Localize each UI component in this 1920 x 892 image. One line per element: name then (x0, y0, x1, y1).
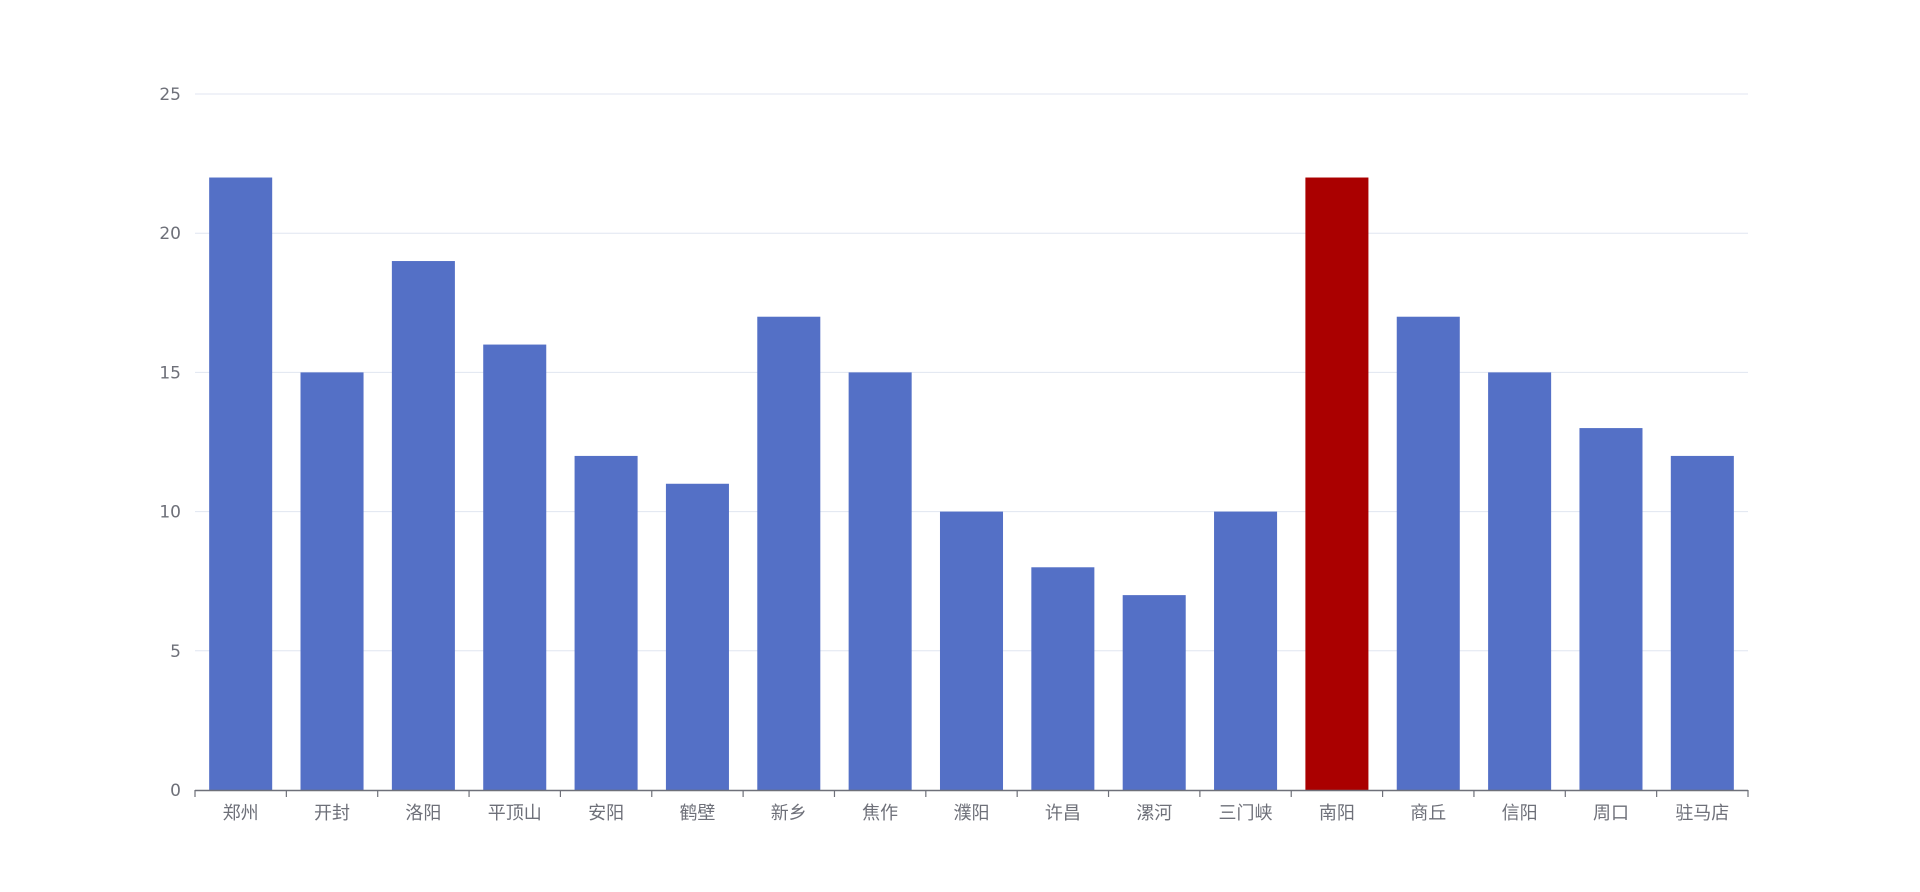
bar-驻马店 (1670, 455, 1734, 790)
bar-濮阳 (939, 511, 1004, 790)
x-tick-label: 平顶山 (488, 803, 542, 824)
bar-安阳 (574, 455, 638, 790)
x-tick-label: 商丘 (1410, 803, 1446, 824)
x-tick-label: 洛阳 (405, 803, 441, 824)
bar-商丘 (1396, 316, 1460, 790)
x-tick-label: 安阳 (588, 803, 624, 824)
x-tick-label: 漯河 (1136, 803, 1172, 824)
bar-平顶山 (483, 344, 547, 790)
bar-许昌 (1031, 567, 1095, 790)
x-tick-label: 新乡 (771, 803, 807, 824)
x-tick-label: 周口 (1593, 803, 1629, 824)
x-tick-label: 濮阳 (954, 803, 990, 824)
bar-开封 (300, 372, 364, 790)
y-tick-label: 25 (159, 85, 181, 105)
x-tick-label: 许昌 (1045, 803, 1081, 824)
x-tick-label: 驻马店 (1675, 803, 1729, 824)
y-tick-label: 5 (170, 642, 181, 662)
x-tick-label: 三门峡 (1219, 803, 1273, 824)
bar-漯河 (1122, 595, 1186, 790)
x-tick-label: 南阳 (1319, 803, 1355, 824)
bar-郑州 (209, 177, 273, 790)
y-axis-labels: 0 5 10 15 20 25 (159, 85, 181, 801)
bar-信阳 (1488, 372, 1552, 790)
x-tick-label: 开封 (314, 803, 350, 824)
bar-南阳 (1305, 177, 1369, 790)
bar-新乡 (757, 316, 821, 790)
y-tick-label: 0 (170, 781, 181, 801)
x-tick-label: 信阳 (1502, 803, 1538, 824)
x-tick-label: 焦作 (862, 803, 898, 824)
bar-洛阳 (391, 261, 455, 790)
bar-周口 (1579, 428, 1643, 790)
y-tick-label: 10 (159, 503, 181, 523)
bar-焦作 (848, 372, 912, 790)
y-tick-label: 15 (159, 363, 181, 383)
bars (209, 177, 1734, 790)
x-tick-label: 鹤壁 (679, 803, 715, 824)
x-axis-labels: 郑州 开封 洛阳 平顶山 安阳 鹤壁 新乡 焦作 濮阳 许昌 漯河 三门峡 南阳 商丘 信阳 周口 驻马店 (223, 803, 1730, 824)
bar-鹤壁 (665, 483, 729, 790)
x-tick-label: 郑州 (223, 803, 259, 824)
bar-三门峡 (1214, 511, 1278, 790)
y-tick-label: 20 (159, 224, 181, 244)
x-axis (194, 789, 1749, 797)
